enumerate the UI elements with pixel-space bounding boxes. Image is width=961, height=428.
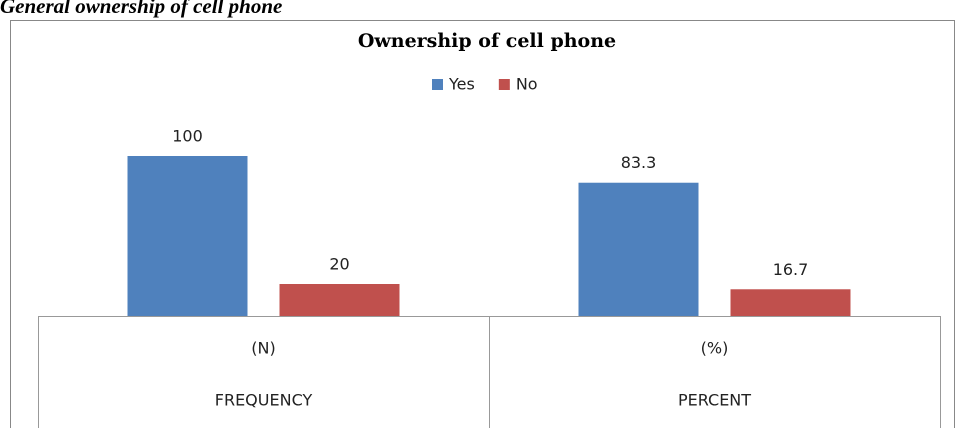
- chart-frame: [10, 20, 955, 428]
- bar: [127, 156, 248, 316]
- data-label: 16.7: [773, 260, 809, 279]
- data-label: 83.3: [621, 153, 657, 172]
- bar: [578, 182, 699, 316]
- bar: [730, 289, 851, 316]
- legend-swatch: [498, 79, 510, 90]
- x-tick-label: (%): [701, 339, 729, 358]
- data-label: 100: [172, 127, 203, 146]
- caption: General ownership of cell phone: [0, 0, 282, 18]
- legend-label: No: [516, 75, 538, 94]
- x-group-label: FREQUENCY: [215, 391, 313, 410]
- bar: [279, 284, 400, 316]
- legend-label: Yes: [448, 75, 475, 94]
- x-group-label: PERCENT: [678, 391, 751, 410]
- legend-swatch: [432, 79, 443, 90]
- data-label: 20: [329, 255, 349, 274]
- x-tick-label: (N): [251, 339, 275, 358]
- chart-title: Ownership of cell phone: [358, 30, 616, 52]
